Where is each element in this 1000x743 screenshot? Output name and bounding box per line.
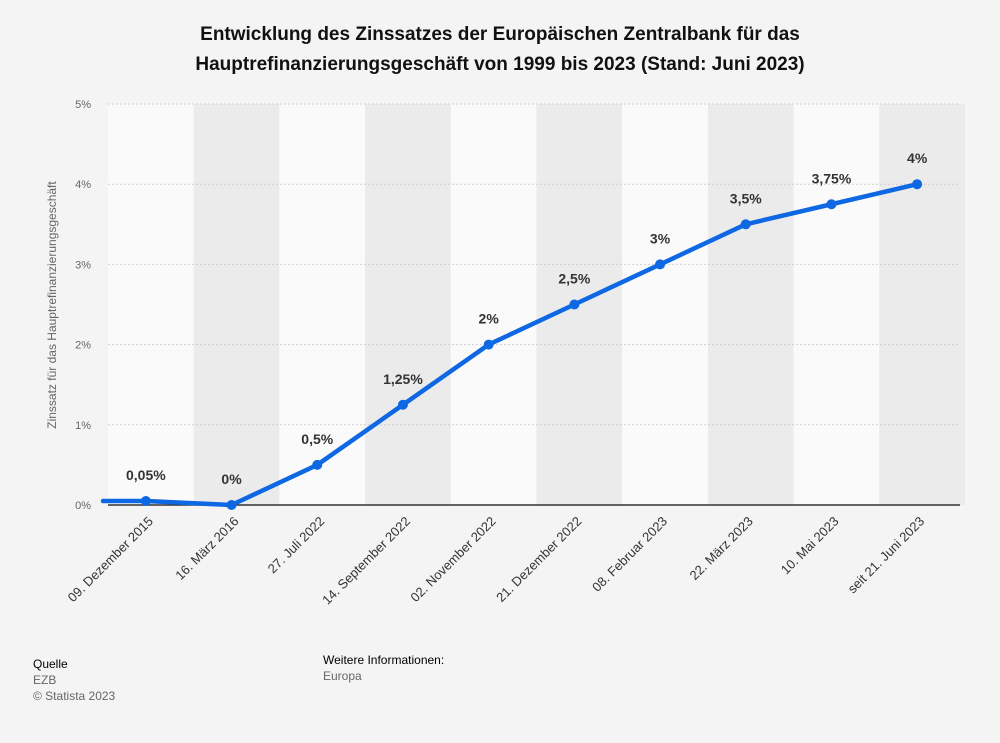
- x-tick-label: 16. März 2016: [172, 514, 241, 583]
- data-label: 0,5%: [301, 431, 333, 447]
- column-band: [279, 104, 366, 505]
- x-tick-label: seit 21. Juni 2023: [845, 514, 928, 597]
- data-label: 0,05%: [126, 467, 166, 483]
- data-label: 3%: [650, 230, 671, 246]
- data-point: [912, 179, 923, 190]
- data-label: 0%: [221, 471, 242, 487]
- column-band: [108, 104, 194, 505]
- data-point: [140, 495, 151, 506]
- info-block: Weitere Informationen: Europa: [323, 652, 444, 684]
- info-heading: Weitere Informationen:: [323, 653, 445, 667]
- data-point: [397, 399, 408, 410]
- column-band: [365, 104, 451, 505]
- data-point: [312, 459, 323, 470]
- info-value: Europa: [323, 669, 362, 683]
- chart-title-line-1: Entwicklung des Zinssatzes der Europäisc…: [200, 24, 800, 45]
- data-label: 2%: [479, 311, 500, 327]
- x-tick-label: 22. März 2023: [686, 514, 755, 583]
- data-label: 3,5%: [730, 190, 762, 206]
- source-name: EZB: [33, 673, 57, 687]
- column-band: [707, 104, 794, 505]
- chart-title: Entwicklung des Zinssatzes der Europäisc…: [0, 20, 1000, 80]
- source-block: Quelle EZB © Statista 2023: [33, 656, 115, 704]
- data-label: 3,75%: [812, 170, 852, 186]
- y-tick-label: 0%: [75, 500, 91, 512]
- x-tick-label: 08. Februar 2023: [589, 514, 670, 595]
- x-tick-label: 21. Dezember 2022: [493, 514, 584, 605]
- source-heading: Quelle: [33, 657, 68, 671]
- data-point: [483, 339, 494, 350]
- data-label: 1,25%: [383, 371, 423, 387]
- y-tick-label: 3%: [75, 259, 91, 271]
- column-band: [193, 104, 280, 505]
- data-point: [226, 500, 237, 510]
- y-tick-label: 4%: [75, 179, 91, 191]
- y-tick-label: 1%: [75, 420, 91, 432]
- x-tick-label: 09. Dezember 2015: [65, 514, 156, 605]
- line-chart: 0% 1% 2% 3% 4% 5% 09. Dezember 2015 16. März 20…: [64, 99, 965, 608]
- column-band: [793, 104, 880, 505]
- x-tick-label: 14. September 2022: [319, 514, 413, 608]
- data-point: [655, 259, 666, 270]
- x-tick-label: 10. Mai 2023: [778, 514, 842, 578]
- data-point: [569, 299, 580, 310]
- column-band: [879, 104, 965, 505]
- x-tick-label: 02. November 2022: [407, 514, 498, 605]
- y-tick-label: 2%: [75, 340, 91, 352]
- x-tick-label: 27. Juli 2022: [265, 514, 328, 577]
- y-tick-label: 5%: [75, 99, 91, 111]
- chart-title-line-2: Hauptrefinanzierungsgeschäft von 1999 bi…: [195, 54, 805, 75]
- column-band: [450, 104, 537, 505]
- copyright: © Statista 2023: [33, 689, 116, 703]
- column-band: [622, 104, 708, 505]
- data-label: 2,5%: [558, 271, 590, 287]
- data-point: [826, 199, 837, 210]
- data-label: 4%: [907, 150, 928, 166]
- y-axis-label: Zinssatz für das Hauptrefinanzierungsges…: [45, 181, 59, 429]
- data-point: [740, 219, 751, 230]
